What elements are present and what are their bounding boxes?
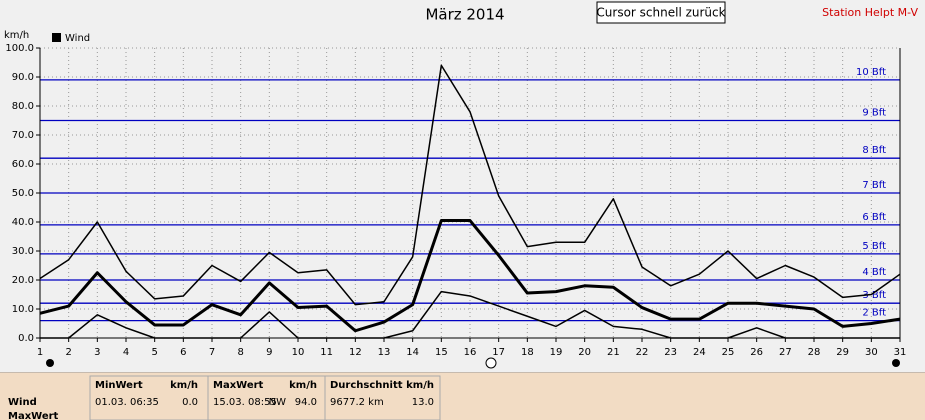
button-label[interactable]: Cursor schnell zurück: [596, 6, 725, 20]
x-tick-label: 21: [607, 347, 620, 358]
x-tick-label: 3: [94, 347, 100, 358]
y-tick-label: 10.0: [12, 304, 34, 315]
x-tick-label: 25: [722, 347, 735, 358]
y-tick-label: 90.0: [12, 72, 34, 83]
x-tick-label: 31: [894, 347, 907, 358]
reference-label: 6 Bft: [862, 212, 886, 223]
summary-table: Wind MaxWert MinWert km/h 01.03. 06:35 0…: [0, 372, 925, 420]
x-tick-label: 17: [492, 347, 505, 358]
y-tick-label: 0.0: [18, 333, 34, 344]
series-line: [40, 290, 900, 339]
cell-text: 0.0: [182, 397, 198, 408]
legend-swatch: [52, 33, 61, 42]
x-tick-label: 8: [237, 347, 243, 358]
col-title: MaxWert: [213, 380, 264, 391]
station: Station Helpt M-V: [822, 6, 918, 19]
reference-label: 2 Bft: [862, 308, 886, 319]
series-line: [39, 219, 901, 333]
reference-label: 4 Bft: [862, 267, 886, 278]
cursor-marker[interactable]: [892, 359, 900, 367]
x-tick-label: 24: [693, 347, 706, 358]
col-unit: km/h: [406, 380, 434, 391]
x-tick-label: 13: [378, 347, 391, 358]
x-tick-label: 29: [836, 347, 849, 358]
reference-label: 8 Bft: [862, 145, 886, 156]
reference-label: 9 Bft: [862, 108, 886, 119]
y-tick-label: 60.0: [12, 159, 34, 170]
row-label: Wind: [8, 397, 37, 408]
row-label: MaxWert: [8, 411, 59, 420]
reference-label: 7 Bft: [862, 180, 886, 191]
reference-label: 3 Bft: [862, 290, 886, 301]
y-tick-label: 80.0: [12, 101, 34, 112]
chart: März 2014 Cursor schnell zurück Station …: [4, 1, 918, 369]
x-tick-label: 12: [349, 347, 362, 358]
cursor-marker[interactable]: [485, 357, 497, 369]
cell: [324, 375, 441, 420]
y-tick-label: 70.0: [12, 130, 34, 141]
x-tick-label: 9: [266, 347, 272, 358]
cell-text: NW: [269, 397, 286, 408]
x-tick-label: 23: [664, 347, 677, 358]
y-unit: km/h: [4, 30, 29, 41]
x-tick-label: 15: [435, 347, 448, 358]
x-tick-label: 22: [636, 347, 649, 358]
x-tick-label: 19: [550, 347, 563, 358]
col-unit: km/h: [170, 380, 198, 391]
x-tick-label: 18: [521, 347, 534, 358]
x-tick-label: 16: [464, 347, 477, 358]
x-tick-label: 28: [808, 347, 821, 358]
reference-label: 10 Bft: [856, 67, 886, 78]
x-tick-label: 30: [865, 347, 878, 358]
y-tick-label: 20.0: [12, 275, 34, 286]
cell-text: 15.03. 08:55: [213, 397, 277, 408]
x-tick-label: 10: [292, 347, 305, 358]
y-tick-label: 30.0: [12, 246, 34, 257]
x-tick-label: 2: [65, 347, 71, 358]
x-tick-label: 14: [406, 347, 419, 358]
x-tick-label: 7: [209, 347, 215, 358]
reference-label: 5 Bft: [862, 241, 886, 252]
x-tick-label: 27: [779, 347, 792, 358]
x-tick-label: 20: [578, 347, 591, 358]
y-tick-label: 100.0: [5, 43, 34, 54]
y-tick-label: 50.0: [12, 188, 34, 199]
chart-title: März 2014: [425, 6, 504, 24]
legend-label: Wind: [65, 33, 90, 44]
cursor-marker[interactable]: [46, 359, 54, 367]
x-tick-label: 6: [180, 347, 186, 358]
x-tick-label: 26: [750, 347, 763, 358]
x-tick-label: 11: [320, 347, 333, 358]
x-tick-label: 4: [123, 347, 129, 358]
series-line: [39, 64, 901, 306]
col-unit: km/h: [289, 380, 317, 391]
col-title: Durchschnitt: [330, 380, 403, 391]
x-tick-label: 1: [37, 347, 43, 358]
cell-text: 13.0: [412, 397, 434, 408]
x-tick-label: 5: [151, 347, 157, 358]
col-title: MinWert: [95, 380, 143, 391]
cell-text: 94.0: [295, 397, 317, 408]
y-tick-label: 40.0: [12, 217, 34, 228]
cell-text: 9677.2 km: [330, 397, 384, 408]
cell-text: 01.03. 06:35: [95, 397, 159, 408]
button[interactable]: [596, 1, 726, 24]
